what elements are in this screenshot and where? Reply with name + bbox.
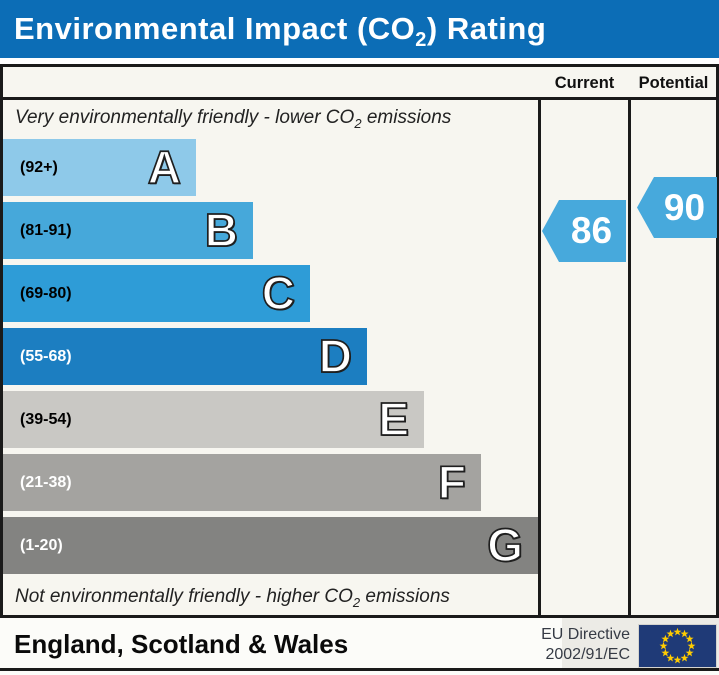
- eu-directive-label: EU Directive 2002/91/EC: [500, 625, 630, 665]
- band-f-range: (21-38): [20, 473, 72, 491]
- column-divider: [538, 67, 541, 615]
- band-g: (1-20) G: [3, 517, 538, 574]
- bottom-note: Not environmentally friendly - higher CO…: [15, 586, 450, 610]
- band-b-letter: B: [204, 203, 239, 257]
- eu-directive-line1: EU Directive: [541, 626, 630, 643]
- band-a: (92+) A: [3, 139, 196, 196]
- title-text: Environmental Impact (CO2) Rating: [14, 11, 547, 51]
- band-a-letter: A: [147, 140, 182, 194]
- rating-table: Current Potential Very environmentally f…: [0, 64, 719, 618]
- band-c-letter: C: [261, 266, 296, 320]
- eu-flag-icon: [638, 624, 717, 668]
- potential-rating-value: 90: [663, 186, 706, 228]
- region-label: England, Scotland & Wales: [14, 629, 349, 659]
- band-d-range: (55-68): [20, 347, 72, 365]
- current-rating-arrow: 86: [542, 200, 626, 262]
- current-column-header: Current: [554, 74, 615, 92]
- band-b: (81-91) B: [3, 202, 253, 259]
- page-title: Environmental Impact (CO2) Rating: [0, 0, 719, 58]
- current-rating-value: 86: [570, 210, 613, 251]
- band-d-letter: D: [318, 329, 353, 383]
- potential-column-header: Potential: [638, 74, 709, 92]
- table-header-row: Current Potential: [3, 67, 716, 100]
- eu-directive-line2: 2002/91/EC: [545, 646, 630, 663]
- band-f: (21-38) F: [3, 454, 481, 511]
- band-b-range: (81-91): [20, 221, 72, 239]
- band-a-range: (92+): [20, 158, 58, 176]
- potential-rating-arrow: 90: [637, 177, 717, 238]
- band-g-range: (1-20): [20, 536, 63, 554]
- footer-border: [0, 668, 719, 671]
- column-divider: [628, 67, 631, 615]
- band-e-letter: E: [377, 392, 409, 446]
- band-c: (69-80) C: [3, 265, 310, 322]
- footer: England, Scotland & Wales EU Directive 2…: [0, 618, 719, 675]
- band-c-range: (69-80): [20, 284, 72, 302]
- band-f-letter: F: [437, 455, 467, 509]
- band-e: (39-54) E: [3, 391, 424, 448]
- band-g-letter: G: [486, 518, 523, 572]
- top-note: Very environmentally friendly - lower CO…: [15, 107, 452, 131]
- band-d: (55-68) D: [3, 328, 367, 385]
- band-e-range: (39-54): [20, 410, 72, 428]
